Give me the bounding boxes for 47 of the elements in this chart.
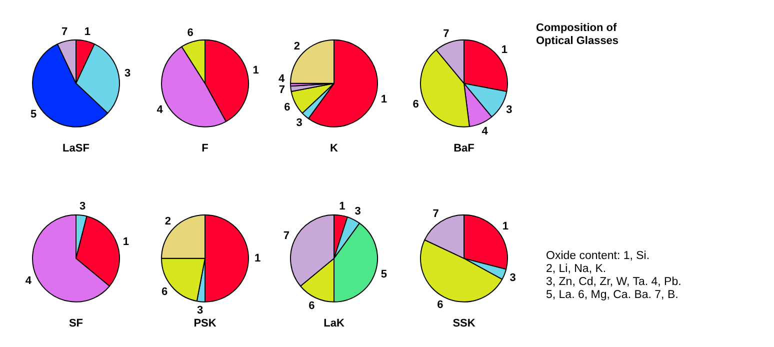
slice-label: 4 — [25, 274, 32, 287]
slice-label: 4 — [156, 104, 164, 116]
slice-label: 1 — [339, 200, 346, 213]
slice-label: 3 — [80, 200, 86, 212]
slice-label: 1 — [254, 252, 261, 264]
slice-label: 3 — [196, 304, 204, 317]
text: PSK — [194, 317, 216, 330]
slice-label: 6 — [412, 98, 419, 110]
slice-label: 2 — [164, 215, 171, 228]
slice-label: 6 — [161, 286, 168, 298]
slice-label: 4 — [278, 73, 286, 86]
slice-label: 7 — [443, 28, 450, 40]
text: BaF — [454, 142, 475, 154]
slice-label: 1 — [84, 26, 91, 38]
slice-label: 3 — [354, 206, 361, 218]
text: SSK — [452, 317, 476, 330]
slice-label: 1 — [501, 44, 508, 56]
slice-label: 3 — [296, 116, 302, 129]
slice-label: 3 — [510, 272, 516, 284]
text: Composition of Optical Glasses — [536, 22, 620, 48]
slice-label: 3 — [124, 68, 131, 80]
slice-label: 7 — [432, 208, 439, 220]
text: 5, La. 6, Mg, Ca. Ba. 7, B. — [546, 289, 680, 302]
text: F — [202, 142, 209, 154]
text: SF — [68, 317, 84, 330]
text: LaSF — [62, 142, 90, 154]
slice-label: 4 — [482, 126, 489, 138]
text: 2, Li, Na, K. — [546, 263, 608, 276]
slice-label: 2 — [294, 40, 300, 52]
slice-label: 6 — [187, 27, 194, 40]
slice-label: 1 — [502, 220, 509, 232]
slice-label: 7 — [278, 84, 285, 96]
slice-label: 1 — [252, 64, 259, 76]
text: Oxide content: 1, Si. — [546, 250, 651, 263]
slice-label: 5 — [30, 108, 37, 120]
slice-label: 7 — [61, 26, 68, 38]
slice-label: 6 — [437, 299, 444, 312]
slice-label: 6 — [284, 101, 290, 114]
slice-label: 5 — [380, 268, 387, 281]
slice-label: 3 — [506, 104, 512, 116]
text: LaK — [324, 317, 344, 330]
text: K — [330, 142, 338, 154]
slice-label: 7 — [283, 230, 290, 242]
text: 3, Zn, Cd, Zr, W, Ta. 4, Pb. — [546, 276, 682, 289]
slice-label: 6 — [308, 300, 315, 312]
slice-label: 1 — [122, 236, 129, 248]
slice-label: 1 — [380, 94, 387, 106]
